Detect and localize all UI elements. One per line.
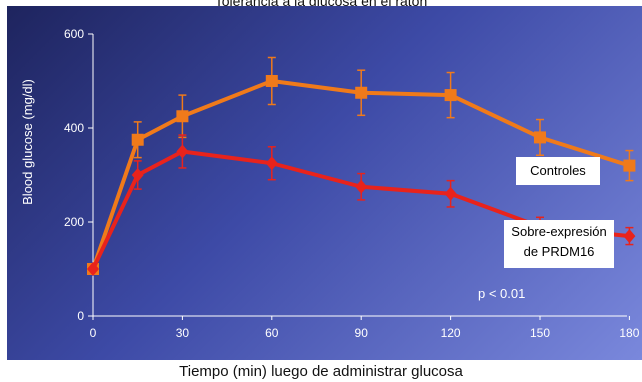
data-point xyxy=(534,131,546,144)
x-tick-label: 60 xyxy=(265,326,279,340)
data-point xyxy=(355,179,368,194)
legend-controles: Controles xyxy=(516,157,600,185)
line-chart: 0 200 400 600 0 30 60 90 120 150 180 Blood glucose… xyxy=(20,27,640,340)
plot-panel: 0 200 400 600 0 30 60 90 120 150 180 Blood glucose… xyxy=(7,6,642,360)
x-tick-label: 30 xyxy=(176,326,190,340)
x-tick-label: 120 xyxy=(441,326,461,340)
p-value-annotation: p < 0.01 xyxy=(478,286,526,301)
series-controles xyxy=(87,56,636,275)
x-tick-label: 150 xyxy=(530,326,550,340)
legend-prdm16-line: de PRDM16 xyxy=(523,244,595,259)
data-point xyxy=(265,156,278,171)
axes: 0 200 400 600 0 30 60 90 120 150 180 xyxy=(64,27,640,340)
y-axis-label: Blood glucose (mg/dl) xyxy=(20,79,35,205)
y-tick-label: 600 xyxy=(64,27,84,41)
legend-prdm16-label: Sobre-expresión de PRDM16 xyxy=(504,222,614,262)
x-axis-caption: Tiempo (min) luego de administrar glucos… xyxy=(179,363,463,380)
data-point xyxy=(623,229,636,244)
y-tick-label: 0 xyxy=(77,309,84,323)
y-tick-label: 400 xyxy=(64,121,84,135)
legend-controles-label: Controles xyxy=(530,163,586,178)
data-point xyxy=(444,186,457,201)
x-tick-label: 90 xyxy=(355,326,369,340)
legend-prdm16: Sobre-expresión de PRDM16 xyxy=(504,220,614,268)
data-point xyxy=(176,144,189,159)
x-tick-label: 0 xyxy=(90,326,97,340)
data-point xyxy=(355,86,368,99)
series-line-controles xyxy=(91,79,631,270)
top-caption: Tolerancia a la glucosa en el ratón xyxy=(214,0,428,9)
data-point xyxy=(176,110,189,123)
legend-prdm16-line: Sobre-expresión xyxy=(511,224,607,239)
x-tick-label: 180 xyxy=(619,326,639,340)
data-point xyxy=(87,262,99,276)
data-point xyxy=(131,168,144,182)
data-point xyxy=(623,159,636,172)
y-tick-label: 200 xyxy=(64,215,84,229)
data-point xyxy=(131,133,144,146)
data-point xyxy=(444,89,457,102)
data-point xyxy=(265,75,278,87)
